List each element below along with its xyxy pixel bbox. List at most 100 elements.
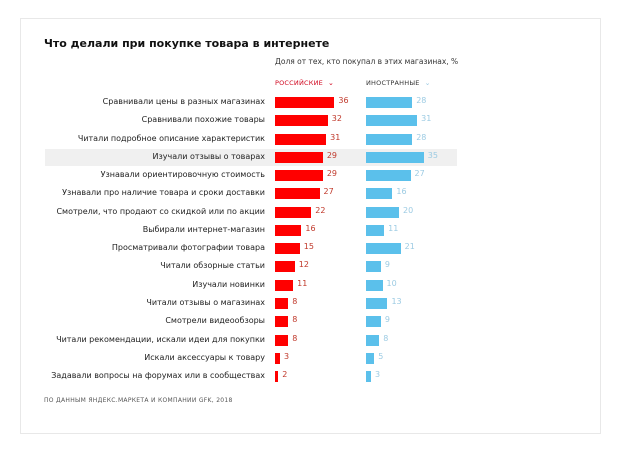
chart-title: Что делали при покупке товара в интернет… bbox=[44, 37, 330, 50]
chart-row: Изучали новинки 11 10 bbox=[45, 277, 457, 294]
data-label: 35 bbox=[427, 150, 438, 160]
bar-foreign bbox=[366, 261, 381, 273]
bar-foreign bbox=[366, 371, 371, 383]
bar-foreign bbox=[366, 133, 413, 145]
data-label: 2 bbox=[282, 370, 288, 380]
chart-row: Сравнивали похожие товары 32 31 bbox=[45, 112, 457, 129]
data-label: 16 bbox=[305, 223, 316, 233]
series-name: РОССИЙСКИЕ bbox=[275, 79, 323, 87]
bar-foreign bbox=[366, 334, 380, 346]
bar-foreign bbox=[366, 297, 388, 309]
bar-foreign bbox=[366, 97, 413, 108]
category-label: Смотрели, что продают со скидкой или по … bbox=[56, 206, 265, 216]
bar-foreign bbox=[366, 279, 383, 291]
chart-row: Задавали вопросы на форумах или в сообще… bbox=[45, 368, 457, 385]
bar-russian bbox=[275, 371, 279, 383]
data-label: 29 bbox=[326, 169, 338, 179]
data-label: 29 bbox=[326, 150, 338, 160]
data-label: 3 bbox=[374, 370, 381, 380]
category-label: Смотрели видеообзоры bbox=[165, 316, 265, 326]
chart-row: Читали отзывы о магазинах 8 13 bbox=[45, 295, 457, 312]
data-label: 28 bbox=[416, 132, 427, 142]
bar-russian bbox=[275, 115, 328, 127]
bar-foreign bbox=[366, 188, 393, 200]
source-note: ПО ДАННЫМ ЯНДЕКС.МАРКЕТА И КОМПАНИИ GFK,… bbox=[44, 397, 233, 404]
bar-russian bbox=[275, 297, 289, 309]
category-label: Сравнивали цены в разных магазинах bbox=[102, 97, 265, 106]
chevron-down-icon: ⌄ bbox=[327, 79, 335, 87]
bar-russian bbox=[275, 170, 323, 182]
chart-row: Смотрели, что продают со скидкой или по … bbox=[45, 204, 457, 221]
category-label: Задавали вопросы на форумах или в сообще… bbox=[51, 371, 265, 381]
category-label: Искали аксессуары к товару bbox=[144, 352, 265, 362]
bar-russian bbox=[275, 316, 289, 328]
chart-row: Просматривали фотографии товара 15 21 bbox=[45, 240, 457, 257]
chart-row: Читали рекомендации, искали идеи для пок… bbox=[45, 332, 457, 349]
chart-row: Читали подробное описание характеристик 3… bbox=[45, 131, 457, 148]
bar-russian bbox=[275, 224, 302, 236]
bar-foreign bbox=[366, 151, 424, 163]
data-label: 11 bbox=[297, 278, 308, 288]
data-label: 5 bbox=[378, 351, 384, 361]
bar-russian bbox=[275, 97, 335, 108]
data-label: 10 bbox=[386, 278, 397, 288]
data-label: 8 bbox=[292, 296, 298, 306]
category-label: Узнавали ориентировочную стоимость bbox=[100, 170, 265, 180]
category-label: Читали рекомендации, искали идеи для пок… bbox=[56, 334, 265, 344]
data-label: 9 bbox=[384, 260, 390, 270]
chart-row: Искали аксессуары к товару 3 5 bbox=[45, 350, 457, 367]
chart-row: Читали обзорные статьи 12 9 bbox=[45, 258, 457, 275]
bar-russian bbox=[275, 352, 280, 364]
bar-foreign bbox=[366, 352, 375, 364]
bar-russian bbox=[275, 334, 289, 346]
category-label: Узнавали про наличие товара и сроки дост… bbox=[62, 188, 265, 198]
chart-row: Узнавали ориентировочную стоимость 29 27 bbox=[45, 167, 457, 184]
bar-russian bbox=[275, 261, 295, 273]
chart-card bbox=[20, 18, 601, 434]
bar-russian bbox=[275, 188, 320, 200]
series-header-russian[interactable]: РОССИЙСКИЕ ⌄ bbox=[275, 79, 334, 87]
data-label: 27 bbox=[414, 169, 425, 179]
data-label: 22 bbox=[315, 205, 326, 215]
series-name: ИНОСТРАННЫЕ bbox=[366, 79, 420, 87]
category-label: Читали отзывы о магазинах bbox=[146, 297, 265, 307]
category-label: Читали подробное описание характеристик bbox=[77, 133, 265, 143]
chart-row: Изучали отзывы о товарах 29 35 bbox=[45, 148, 457, 166]
bar-foreign bbox=[366, 243, 401, 255]
category-label: Читали обзорные статьи bbox=[160, 261, 265, 271]
data-label: 32 bbox=[331, 114, 342, 124]
chevron-down-icon: ⌄ bbox=[424, 79, 431, 87]
data-label: 31 bbox=[421, 114, 432, 124]
chart-row: Выбирали интернет-магазин 16 11 bbox=[45, 222, 457, 239]
bar-russian bbox=[275, 243, 300, 255]
data-label: 31 bbox=[330, 132, 341, 142]
bar-foreign bbox=[366, 115, 418, 127]
data-label: 3 bbox=[283, 351, 290, 361]
data-label: 27 bbox=[323, 187, 334, 197]
bar-russian bbox=[275, 206, 312, 218]
data-label: 36 bbox=[338, 96, 349, 105]
bar-russian bbox=[275, 133, 327, 145]
series-header-foreign[interactable]: ИНОСТРАННЫЕ ⌄ bbox=[366, 79, 431, 87]
data-label: 28 bbox=[416, 96, 427, 105]
chart-subtitle: Доля от тех, кто покупал в этих магазина… bbox=[275, 57, 459, 66]
data-label: 8 bbox=[292, 333, 298, 343]
bar-russian bbox=[275, 151, 323, 163]
category-label: Изучали отзывы о товарах bbox=[152, 151, 265, 161]
chart-row: Сравнивали цены в разных магазинах 36 28 bbox=[45, 94, 457, 111]
data-label: 8 bbox=[383, 333, 389, 343]
chart-row: Узнавали про наличие товара и сроки дост… bbox=[45, 185, 457, 202]
data-label: 15 bbox=[303, 242, 314, 252]
data-label: 11 bbox=[388, 223, 399, 233]
data-label: 16 bbox=[396, 187, 407, 197]
category-label: Просматривали фотографии товара bbox=[111, 243, 265, 253]
data-label: 13 bbox=[391, 296, 402, 306]
bar-foreign bbox=[366, 316, 381, 328]
data-label: 9 bbox=[384, 315, 390, 325]
data-label: 8 bbox=[292, 315, 298, 325]
data-label: 21 bbox=[404, 242, 415, 252]
data-label: 12 bbox=[298, 260, 309, 270]
category-label: Изучали новинки bbox=[192, 279, 265, 289]
bar-foreign bbox=[366, 206, 399, 218]
bar-russian bbox=[275, 279, 294, 291]
